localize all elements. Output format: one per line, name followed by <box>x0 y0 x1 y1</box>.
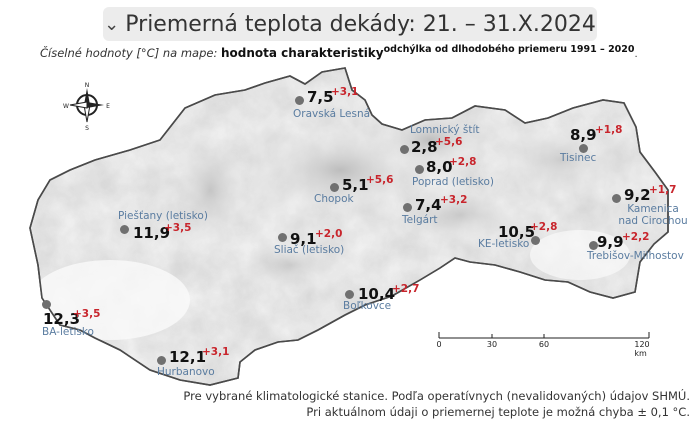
station-marker <box>157 356 166 365</box>
station-name: Tisinec <box>560 152 597 164</box>
station-name: Kamenica nad Cirochou <box>618 203 688 227</box>
station-name: KE-letisko <box>478 238 530 250</box>
scale-tick-label: 60 <box>538 340 550 349</box>
station-temp: 10,5 <box>498 223 536 241</box>
station-marker <box>278 233 287 242</box>
station-deviation: +1,8 <box>595 124 623 136</box>
compass-west: W <box>63 103 69 110</box>
legend-line: Číselné hodnoty [°C] na mape: hodnota ch… <box>40 44 638 60</box>
station-deviation: +2,2 <box>622 231 650 243</box>
station-marker <box>531 236 540 245</box>
station-deviation: +1,7 <box>649 184 677 196</box>
station-temp: 11,9 <box>133 224 171 242</box>
station-marker <box>400 145 409 154</box>
station-deviation: +2,0 <box>315 228 343 240</box>
station-deviation: +2,7 <box>392 283 420 295</box>
station-name: Chopok <box>314 193 354 205</box>
station-temp: 2,8 <box>411 138 438 156</box>
station-deviation: +3,5 <box>73 308 101 320</box>
station-name: Lomnický štít <box>410 124 480 136</box>
station-marker <box>415 165 424 174</box>
station-temp: 8,9 <box>570 126 597 144</box>
station-name: Telgárt <box>402 214 438 226</box>
title-dropdown[interactable]: ⌄ Priemerná teplota dekády: 21. – 31.X.2… <box>103 7 597 41</box>
station-marker <box>295 96 304 105</box>
compass-north: N <box>85 82 90 89</box>
station-name: Oravská Lesná <box>293 108 371 120</box>
footnote-line-1: Pre vybrané klimatologické stanice. Podľ… <box>183 389 690 403</box>
compass-rose-icon: N S E W <box>63 82 110 130</box>
station-marker <box>42 300 51 309</box>
station-temp: 7,4 <box>415 196 442 214</box>
station-name: Poprad (letisko) <box>412 176 495 188</box>
compass-south: S <box>85 125 89 130</box>
station-name: Boľkovce <box>343 300 392 312</box>
station-temp: 12,3 <box>43 310 81 328</box>
legend-deviation-label: odchýlka od dlhodobého priemeru 1991 – 2… <box>383 44 635 55</box>
station-marker <box>589 241 598 250</box>
station-temp: 12,1 <box>169 348 207 366</box>
station-temp: 8,0 <box>426 158 453 176</box>
station-marker <box>579 144 588 153</box>
footnote-line-2: Pri aktuálnom údaji o priemernej teplote… <box>306 405 690 419</box>
station-name: Sliač (letisko) <box>274 244 345 256</box>
station-marker <box>330 183 339 192</box>
station-deviation: +3,2 <box>440 194 468 206</box>
station-deviation: +2,8 <box>449 156 477 168</box>
scale-tick-label: 0 <box>436 340 442 349</box>
station-deviation: +3,1 <box>331 86 359 98</box>
station-marker <box>612 194 621 203</box>
map-title: Priemerná teplota dekády: 21. – 31.X.202… <box>125 11 596 37</box>
legend-value-label: hodnota charakteristiky <box>220 46 384 60</box>
legend-period-end: . <box>634 49 638 60</box>
scale-bar: 0 30 60 120 km <box>436 330 652 358</box>
station-name: BA-letisko <box>42 326 94 338</box>
station-deviation: +5,6 <box>435 136 463 148</box>
station-name: Hurbanovo <box>157 366 215 378</box>
chevron-down-icon: ⌄ <box>104 13 120 35</box>
scale-tick-label: 30 <box>486 340 498 349</box>
station-marker <box>120 225 129 234</box>
station-name: Piešťany (letisko) <box>118 210 208 222</box>
station-temp: 9,1 <box>290 230 317 248</box>
station-deviation: +2,8 <box>530 221 558 233</box>
station-temp: 9,2 <box>624 186 651 204</box>
station-deviation: +5,6 <box>366 174 394 186</box>
station-temp: 10,4 <box>358 285 396 303</box>
station-marker <box>345 290 354 299</box>
compass-east: E <box>106 103 110 110</box>
station-temp: 5,1 <box>342 176 369 194</box>
legend-prefix: Číselné hodnoty [°C] na mape: <box>40 46 218 60</box>
station-name: Trebišov-Milhostov <box>587 250 684 262</box>
station-deviation: +3,1 <box>202 346 230 358</box>
station-temp: 9,9 <box>597 233 624 251</box>
station-deviation: +3,5 <box>164 222 192 234</box>
scale-tick-label: 120 km <box>634 340 650 358</box>
footnote: Pre vybrané klimatologické stanice. Podľ… <box>183 388 690 420</box>
station-marker <box>403 203 412 212</box>
station-temp: 7,5 <box>307 88 334 106</box>
